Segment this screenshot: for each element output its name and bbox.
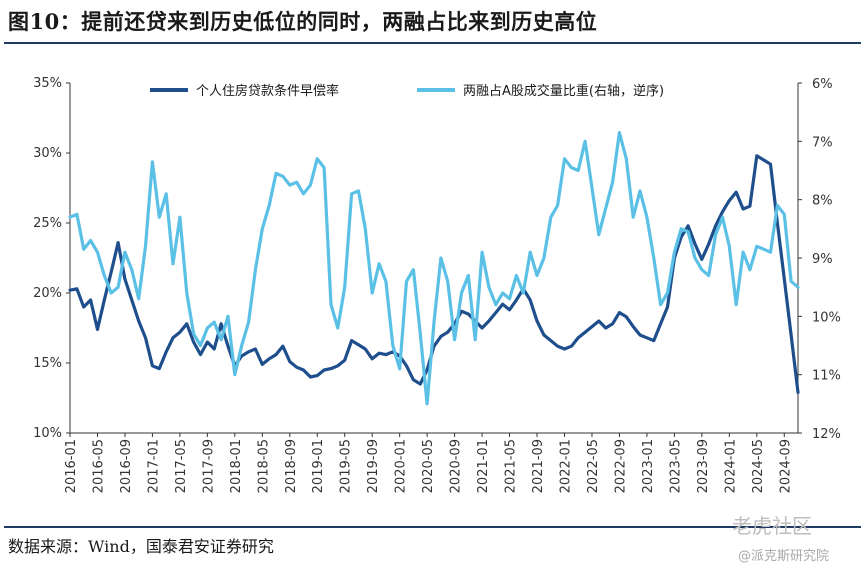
x-tick-label: 2016-09 bbox=[119, 439, 134, 493]
x-tick-label: 2021-05 bbox=[504, 439, 519, 493]
y-left-tick-label: 30% bbox=[33, 146, 62, 161]
y-right-tick-label: 12% bbox=[812, 427, 841, 442]
x-tick-label: 2024-09 bbox=[778, 439, 793, 493]
x-tick-label: 2018-09 bbox=[284, 439, 299, 493]
x-tick-label: 2020-09 bbox=[449, 439, 464, 493]
x-tick-label: 2023-05 bbox=[668, 439, 683, 493]
x-tick-label: 2019-01 bbox=[311, 439, 326, 493]
x-tick-label: 2019-05 bbox=[339, 439, 354, 493]
x-tick-label: 2024-05 bbox=[751, 439, 766, 493]
y-left-tick-label: 15% bbox=[33, 356, 62, 371]
y-left-tick-label: 35% bbox=[33, 76, 62, 91]
watermark-main: 老虎社区 bbox=[732, 514, 812, 538]
x-tick-label: 2021-01 bbox=[476, 439, 491, 493]
y-left-tick-label: 25% bbox=[33, 216, 62, 231]
x-tick-label: 2020-01 bbox=[394, 439, 409, 493]
x-tick-label: 2019-09 bbox=[366, 439, 381, 493]
y-right-tick-label: 8% bbox=[812, 194, 833, 209]
x-tick-label: 2020-05 bbox=[421, 439, 436, 493]
x-tick-label: 2023-01 bbox=[641, 439, 656, 493]
x-tick-label: 2016-05 bbox=[91, 439, 106, 493]
title-rule bbox=[4, 42, 861, 44]
source-note: 数据来源：Wind，国泰君安证券研究 bbox=[8, 537, 274, 556]
x-tick-label: 2018-05 bbox=[256, 439, 271, 493]
legend-label-2: 两融占A股成交量比重(右轴，逆序) bbox=[463, 83, 664, 99]
y-right-tick-label: 9% bbox=[812, 252, 833, 267]
x-tick-label: 2022-09 bbox=[613, 439, 628, 493]
y-right-tick-label: 10% bbox=[812, 310, 841, 325]
watermark-sub: @派克斯研究院 bbox=[738, 549, 830, 564]
y-right-tick-label: 11% bbox=[812, 369, 841, 384]
x-tick-label: 2017-09 bbox=[201, 439, 216, 493]
x-tick-label: 2018-01 bbox=[229, 439, 244, 493]
y-left-tick-label: 10% bbox=[33, 426, 62, 441]
figure-title: 图10：提前还贷来到历史低位的同时，两融占比来到历史高位 bbox=[8, 9, 598, 34]
source-rule bbox=[4, 526, 861, 528]
series-line-1 bbox=[68, 154, 800, 394]
x-tick-label: 2017-05 bbox=[174, 439, 189, 493]
x-tick-label: 2022-01 bbox=[558, 439, 573, 493]
series-line-2 bbox=[68, 131, 800, 406]
x-tick-label: 2021-09 bbox=[531, 439, 546, 493]
x-tick-label: 2022-05 bbox=[586, 439, 601, 493]
y-right-tick-label: 6% bbox=[812, 77, 833, 92]
x-tick-label: 2024-01 bbox=[723, 439, 738, 493]
x-tick-label: 2017-01 bbox=[146, 439, 161, 493]
x-tick-label: 2016-01 bbox=[64, 439, 79, 493]
x-tick-label: 2023-09 bbox=[696, 439, 711, 493]
y-left-tick-label: 20% bbox=[33, 286, 62, 301]
y-right-tick-label: 7% bbox=[812, 135, 833, 150]
legend-label-1: 个人住房贷款条件早偿率 bbox=[196, 83, 339, 99]
